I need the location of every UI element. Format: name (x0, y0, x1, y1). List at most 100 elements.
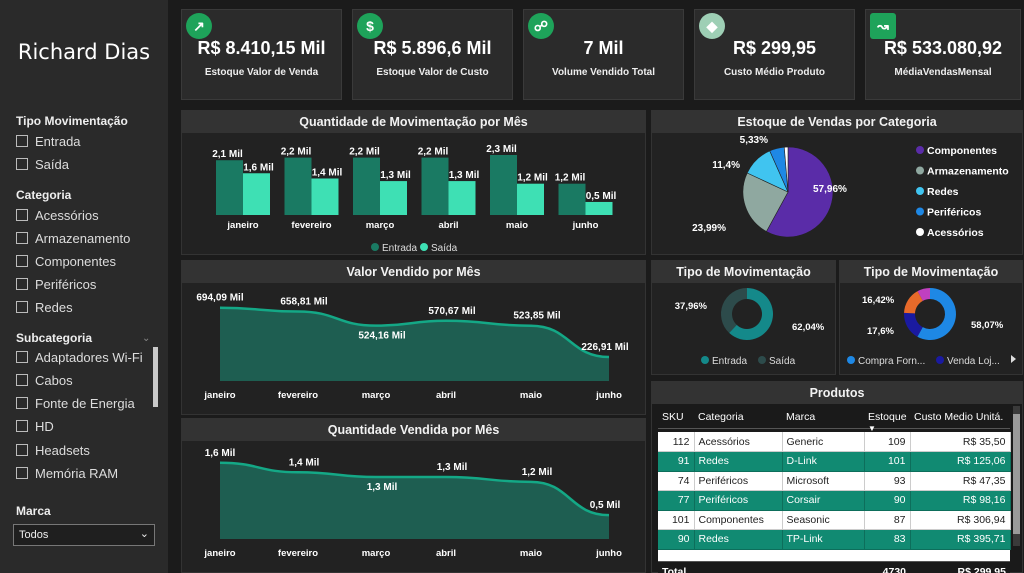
column-header[interactable]: SKU (658, 406, 694, 429)
total-estoque: 4730 (864, 560, 910, 573)
area-chart: 694,09 Mil janeiro 658,81 Mil fevereiro 524,… (196, 293, 628, 401)
table-cell: 87 (864, 510, 911, 530)
checkbox[interactable] (16, 351, 28, 363)
data-label: 1,6 Mil (205, 448, 236, 459)
panel-title: Tipo de Movimentação (652, 261, 835, 283)
table-cell: 101 (658, 510, 695, 530)
x-tick-label: abril (436, 548, 456, 559)
table-cell: 112 (658, 432, 695, 452)
checkbox[interactable] (16, 135, 28, 147)
pie-chart: 57,96% 23,99% 11,4% 5,33% Componentes Armazen… (692, 135, 1009, 239)
checkbox[interactable] (16, 467, 28, 479)
checkbox[interactable] (16, 374, 28, 386)
filter-item-label: Armazenamento (35, 230, 131, 246)
sort-desc-icon[interactable]: ▼ (868, 424, 876, 433)
column-header[interactable]: Marca (782, 406, 864, 429)
table-cell: 74 (658, 471, 695, 491)
filter-item-entrada[interactable]: Entrada (16, 131, 81, 151)
filter-item-adaptadores[interactable]: Adaptadores Wi-Fi (16, 347, 143, 367)
checkbox[interactable] (16, 420, 28, 432)
filter-item-componentes[interactable]: Componentes (16, 251, 116, 271)
bar-entrada (284, 157, 312, 215)
column-header[interactable]: Categoria (694, 406, 782, 429)
column-header[interactable]: Estoque ▼ (864, 406, 910, 433)
price-tag-icon: ◆ (699, 13, 725, 39)
table-cell: 91 (658, 451, 695, 472)
column-header[interactable]: Custo Medio Unitá. (910, 406, 1010, 429)
filter-item-fonte[interactable]: Fonte de Energia (16, 393, 135, 413)
table-cell: Periféricos (694, 471, 783, 491)
filter-item-label: Saída (35, 156, 69, 172)
checkbox[interactable] (16, 397, 28, 409)
checkbox[interactable] (16, 255, 28, 267)
produtos-table: SKU Categoria Marca Estoque ▼ Custo Medio Uni… (658, 406, 1011, 573)
kpi-label: Estoque Valor de Venda (204, 67, 319, 78)
legend-label: Componentes (927, 145, 997, 157)
filter-item-memoria[interactable]: Memória RAM (16, 463, 118, 483)
table-cell: Redes (694, 529, 783, 550)
table-row[interactable]: 77 Periféricos Corsair 90 R$ 98,16 (658, 490, 1011, 511)
filter-item-label: Cabos (35, 372, 73, 388)
checkbox[interactable] (16, 301, 28, 313)
x-tick-label: fevereiro (278, 548, 318, 559)
scrollbar[interactable] (153, 347, 158, 407)
scrollbar-track[interactable] (1013, 406, 1020, 546)
legend-label: Saída (431, 243, 458, 254)
chart-panel-qtd: Quantidade Vendida por Mês 1,6 Mil janeir… (181, 418, 646, 573)
checkbox[interactable] (16, 209, 28, 221)
chevron-down-icon[interactable]: ⌄ (142, 333, 151, 344)
legend-marker (916, 146, 924, 154)
x-tick-label: maio (520, 548, 542, 559)
data-label: 524,16 Mil (358, 331, 405, 342)
filter-item-acessorios[interactable]: Acessórios (16, 205, 99, 225)
filter-item-headsets[interactable]: Headsets (16, 440, 90, 460)
bar-saida (380, 181, 407, 215)
table-cell: 83 (864, 529, 911, 550)
pie-slice (766, 146, 834, 238)
data-label: 1,4 Mil (312, 167, 343, 178)
filter-item-armazenamento[interactable]: Armazenamento (16, 228, 130, 248)
table-cell: Generic (782, 432, 865, 452)
table-cell: Periféricos (694, 490, 783, 511)
scrollbar-thumb[interactable] (1013, 414, 1020, 534)
table-row[interactable]: 91 Redes D-Link 101 R$ 125,06 (658, 451, 1011, 472)
table-row[interactable]: 74 Periféricos Microsoft 93 R$ 47,35 (658, 471, 1011, 491)
filter-item-saida[interactable]: Saída (16, 154, 69, 174)
table-row[interactable]: 112 Acessórios Generic 109 R$ 35,50 (658, 432, 1011, 452)
kpi-label: Estoque Valor de Custo (376, 67, 489, 78)
kpi-value: 7 Mil (583, 38, 624, 58)
data-label: 37,96% (675, 301, 708, 312)
produtos-table-panel: Produtos SKU Categoria Marca Estoque ▼ Custo … (651, 381, 1023, 573)
x-tick-label: fevereiro (291, 220, 331, 231)
panel-title: Valor Vendido por Mês (182, 261, 645, 283)
kpi-card: $ R$ 5.896,6 Mil Estoque Valor de Custo (352, 9, 513, 100)
checkbox[interactable] (16, 444, 28, 456)
marca-dropdown[interactable]: Todos ⌄ (13, 524, 155, 546)
table-cell: R$ 125,06 (910, 451, 1011, 472)
data-label: 2,2 Mil (418, 147, 449, 158)
checkbox[interactable] (16, 232, 28, 244)
total-custo: R$ 299,95 (910, 560, 1010, 573)
filter-item-perifericos[interactable]: Periféricos (16, 274, 96, 294)
table-cell: Acessórios (694, 432, 783, 452)
data-label: 1,2 Mil (522, 467, 553, 478)
data-label: 2,3 Mil (486, 144, 517, 155)
bar-saida (517, 183, 544, 215)
chart-panel-valor: Valor Vendido por Mês 694,09 Mil janeiro 6… (181, 260, 646, 415)
filter-item-redes[interactable]: Redes (16, 297, 73, 317)
checkbox[interactable] (16, 278, 28, 290)
data-label: 2,2 Mil (349, 147, 380, 158)
x-tick-label: maio (506, 220, 528, 231)
panel-title: Quantidade de Movimentação por Mês (182, 111, 645, 133)
data-label: 16,42% (862, 295, 895, 306)
filter-item-cabos[interactable]: Cabos (16, 370, 73, 390)
legend-marker (371, 243, 379, 251)
checkbox[interactable] (16, 158, 28, 170)
table-header: SKU Categoria Marca Estoque ▼ Custo Medio Uni… (658, 406, 1010, 433)
data-label: 523,85 Mil (513, 311, 560, 322)
table-row[interactable]: 101 Componentes Seasonic 87 R$ 306,94 (658, 510, 1011, 530)
area-line (219, 306, 610, 359)
filter-item-hd[interactable]: HD (16, 416, 54, 436)
table-row[interactable]: 90 Redes TP-Link 83 R$ 395,71 (658, 529, 1011, 550)
filter-item-label: Entrada (35, 133, 81, 149)
